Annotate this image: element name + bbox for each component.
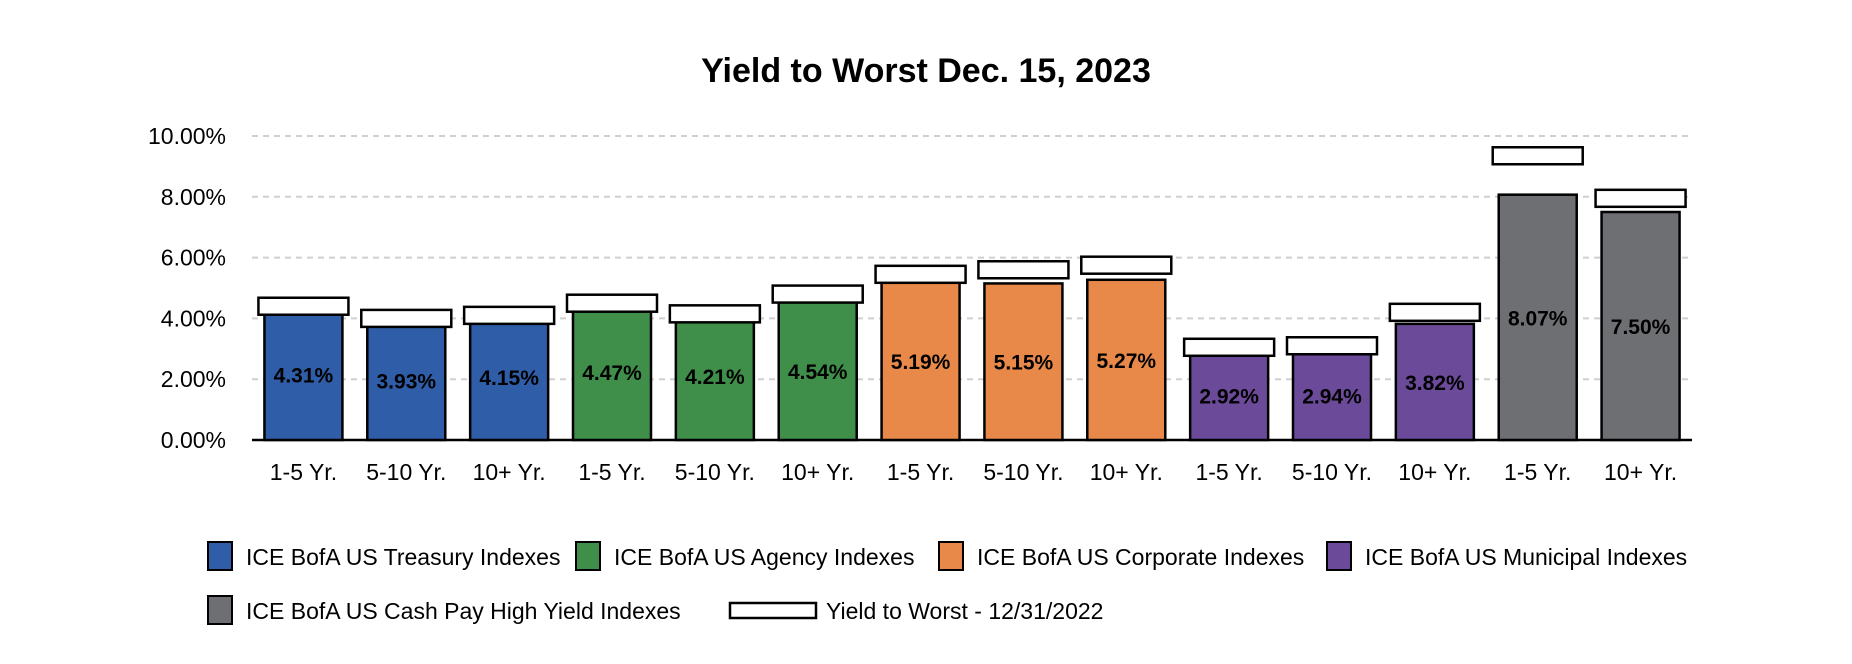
x-tick-label: 1-5 Yr.: [1504, 459, 1571, 485]
bar: [983, 282, 1064, 442]
prior-yield-marker: [257, 296, 350, 316]
x-tick-label: 10+ Yr.: [1398, 459, 1471, 485]
legend-swatch: [207, 541, 233, 571]
prior-yield-marker: [1491, 146, 1584, 166]
bar: [571, 302, 653, 442]
bar-value-label: 5.19%: [891, 351, 951, 374]
bar: [1086, 278, 1167, 442]
bar-value-label: 4.21%: [685, 366, 745, 389]
bar: [1291, 349, 1373, 442]
legend-swatch: [207, 595, 233, 625]
x-tick-label: 1-5 Yr.: [887, 459, 954, 485]
bar-value-label: 7.50%: [1611, 316, 1671, 339]
prior-yield-marker: [565, 293, 659, 313]
x-tick-label: 5-10 Yr.: [1292, 459, 1372, 485]
legend-swatch: [575, 541, 601, 571]
bar-value-label: 3.93%: [377, 370, 437, 393]
x-tick-label: 10+ Yr.: [1604, 459, 1677, 485]
prior-yield-marker: [977, 260, 1070, 280]
grid-layer: [252, 135, 1692, 381]
legend-swatch: [938, 541, 964, 571]
chart-title: Yield to Worst Dec. 15, 2023: [701, 52, 1151, 90]
prior-yield-marker: [874, 264, 967, 285]
prior-yield-marker: [1388, 302, 1482, 323]
bar-value-label: 5.27%: [1097, 350, 1157, 373]
bar-value-label: 4.47%: [582, 362, 642, 385]
bar-value-label: 2.94%: [1302, 385, 1362, 408]
bar-value-label: 8.07%: [1508, 307, 1568, 330]
x-tick-label: 1-5 Yr.: [578, 459, 645, 485]
x-axis-categories: 1-5 Yr. 5-10 Yr. 10+ Yr. 1-5 Yr. 5-10 Yr. 10+…: [270, 459, 1677, 485]
prior-yield-marker: [360, 308, 453, 329]
prior-yield-marker: [1080, 255, 1173, 275]
x-tick-label: 5-10 Yr.: [675, 459, 755, 485]
y-tick-label: 10.00%: [148, 123, 226, 149]
bar: [777, 300, 858, 442]
x-tick-label: 5-10 Yr.: [983, 459, 1063, 485]
bar-value-label: 4.54%: [788, 361, 848, 384]
prior-yield-marker: [1285, 336, 1379, 356]
bar-value-label: 2.92%: [1199, 386, 1259, 409]
y-tick-label: 4.00%: [161, 305, 226, 331]
x-tick-label: 10+ Yr.: [473, 459, 546, 485]
legend-label: Yield to Worst - 12/31/2022: [826, 598, 1103, 624]
prior-yield-marker: [1594, 188, 1687, 209]
bar: [1188, 349, 1270, 442]
bar: [1497, 193, 1578, 442]
data-labels: 4.31% 3.93% 4.15% 4.47% 4.21% 4.54% 5.19% 5.15%…: [274, 307, 1671, 408]
legend-label: ICE BofA US Treasury Indexes: [246, 544, 560, 570]
legend-label: ICE BofA US Corporate Indexes: [977, 544, 1304, 570]
legend-label: ICE BofA US Agency Indexes: [614, 544, 914, 570]
x-tick-label: 10+ Yr.: [781, 459, 854, 485]
legend-label: ICE BofA US Municipal Indexes: [1365, 544, 1687, 570]
prior-yield-marker: [771, 284, 864, 304]
legend-label: ICE BofA US Cash Pay High Yield Indexes: [246, 598, 681, 624]
x-tick-label: 1-5 Yr.: [1195, 459, 1262, 485]
legend: ICE BofA US Treasury Indexes ICE BofA US …: [207, 541, 1687, 625]
bar-value-label: 4.15%: [479, 367, 539, 390]
y-tick-label: 0.00%: [161, 427, 226, 453]
bar: [1600, 210, 1681, 442]
y-tick-label: 8.00%: [161, 184, 226, 210]
y-tick-label: 6.00%: [161, 245, 226, 271]
y-tick-label: 2.00%: [161, 366, 226, 392]
legend-swatch: [1326, 541, 1352, 571]
prior-yield-marker: [668, 304, 762, 324]
prior-year-markers: [257, 146, 1687, 358]
legend-swatch: [728, 601, 818, 620]
prior-yield-marker: [1182, 337, 1276, 358]
bar-value-label: 4.31%: [274, 364, 334, 387]
bar-value-label: 3.82%: [1405, 372, 1465, 395]
prior-yield-marker: [462, 305, 556, 326]
bar: [674, 310, 756, 442]
x-tick-label: 1-5 Yr.: [270, 459, 337, 485]
bar-value-label: 5.15%: [994, 352, 1054, 375]
bars-layer: [263, 193, 1681, 442]
x-tick-label: 10+ Yr.: [1090, 459, 1163, 485]
bar: [1394, 322, 1476, 442]
x-tick-label: 5-10 Yr.: [366, 459, 446, 485]
